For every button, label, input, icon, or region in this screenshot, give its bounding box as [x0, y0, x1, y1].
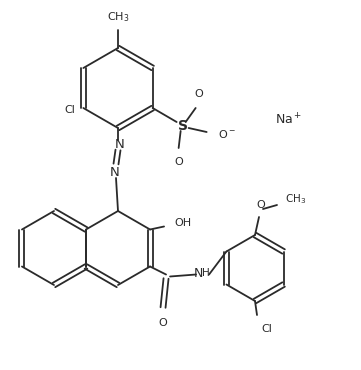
Text: N: N: [115, 138, 125, 151]
Text: O: O: [257, 200, 265, 210]
Text: O$^-$: O$^-$: [218, 128, 236, 140]
Text: O: O: [174, 157, 183, 167]
Text: S: S: [178, 119, 188, 133]
Text: CH$_3$: CH$_3$: [107, 10, 129, 24]
Text: OH: OH: [174, 218, 191, 228]
Text: N: N: [110, 165, 120, 178]
Text: O: O: [194, 89, 203, 99]
Text: Cl: Cl: [65, 105, 75, 115]
Text: N: N: [193, 267, 203, 280]
Text: Cl: Cl: [261, 324, 272, 334]
Text: O: O: [159, 319, 168, 329]
Text: H: H: [202, 269, 210, 279]
Text: CH$_3$: CH$_3$: [285, 192, 306, 206]
Text: Na$^+$: Na$^+$: [275, 112, 302, 128]
